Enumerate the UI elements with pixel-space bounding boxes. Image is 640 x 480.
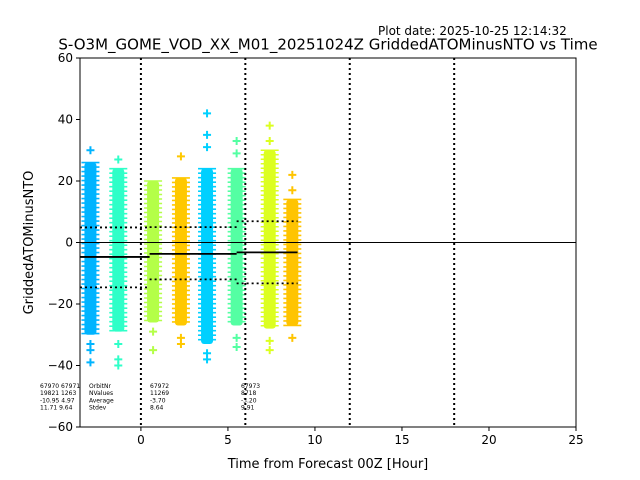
data-band-body [230,168,243,326]
data-band-body [147,181,160,323]
outlier-point [288,170,297,179]
x-axis-ticks: 0 5 10 15 20 25 [137,427,584,447]
y-tick-label: 20 [58,174,73,188]
outlier-point [232,149,241,158]
data-band-body [201,168,214,344]
stats-col-orbit-67973: 8718 [241,390,256,397]
plot-date: Plot date: 2025-10-25 12:14:32 [378,24,567,38]
data-band [227,137,246,352]
outlier-point [114,339,123,348]
x-axis-label: Time from Forecast 00Z [Hour] [227,457,429,472]
outlier-point [203,130,212,139]
outlier-point [288,333,297,342]
stats-row-name: OrbitNr [89,383,112,390]
orbit-stat-lines [80,220,298,289]
stats-col-orbit-67972: 67972 [150,383,169,390]
x-tick-label: 10 [307,433,322,447]
stats-col-orbit-67972: 8.64 [150,405,164,412]
stats-col-orbit-67973: 67973 [241,383,260,390]
stats-row-name: NValues [89,390,113,397]
stats-col-previous: 11.71 9.64 [40,405,73,412]
outlier-point [176,339,185,348]
y-tick-label: 0 [65,236,73,250]
y-tick-label: −40 [48,359,73,373]
stats-col-orbit-67972: 11269 [150,390,169,397]
outlier-point [203,109,212,118]
outlier-point [203,355,212,364]
outlier-point [288,186,297,195]
stats-col-previous: 19821 1263 [40,390,76,397]
outlier-point [232,137,241,146]
data-band [283,170,302,342]
forecast-lines [139,58,456,427]
y-axis-label: GriddedATOMinusNTO [22,171,37,315]
outlier-point [114,361,123,370]
data-band [109,155,128,370]
outlier-point [265,121,274,130]
data-band [260,121,279,355]
outlier-point [149,346,158,355]
stats-col-previous: 67970 67971 [40,383,80,390]
outlier-point [149,327,158,336]
outlier-point [265,336,274,345]
x-tick-label: 15 [394,433,409,447]
data-bands [81,109,302,370]
outlier-point [114,155,123,164]
x-tick-label: 20 [481,433,496,447]
x-tick-label: 5 [224,433,232,447]
outlier-point [232,343,241,352]
outlier-point [176,152,185,161]
stats-row-name: Stdev [89,405,107,412]
outlier-point [203,143,212,152]
outlier-point [86,146,95,155]
stats-row-name: Average [89,397,114,404]
outlier-point [265,346,274,355]
data-band [198,109,217,364]
outlier-point [86,346,95,355]
x-tick-label: 25 [568,433,583,447]
stats-col-orbit-67972: -3.70 [150,397,166,404]
outlier-point [265,137,274,146]
data-band-body [174,177,187,326]
stats-col-orbit-67973: -3.20 [241,397,257,404]
y-tick-label: −20 [48,297,73,311]
data-band [144,180,163,355]
stats-col-orbit-67973: 9.91 [241,405,255,412]
y-tick-label: 60 [58,51,73,65]
y-tick-label: −60 [48,420,73,434]
outlier-point [86,358,95,367]
x-tick-label: 0 [137,433,145,447]
outlier-point [232,333,241,342]
stats-col-previous: -10.95 4.97 [40,397,75,404]
y-tick-label: 40 [58,113,73,127]
y-axis-ticks: −60 −40 −20 0 20 40 60 [48,51,80,434]
chart-title: S-O3M_GOME_VOD_XX_M01_20251024Z GriddedA… [58,36,597,55]
data-band [171,152,190,348]
